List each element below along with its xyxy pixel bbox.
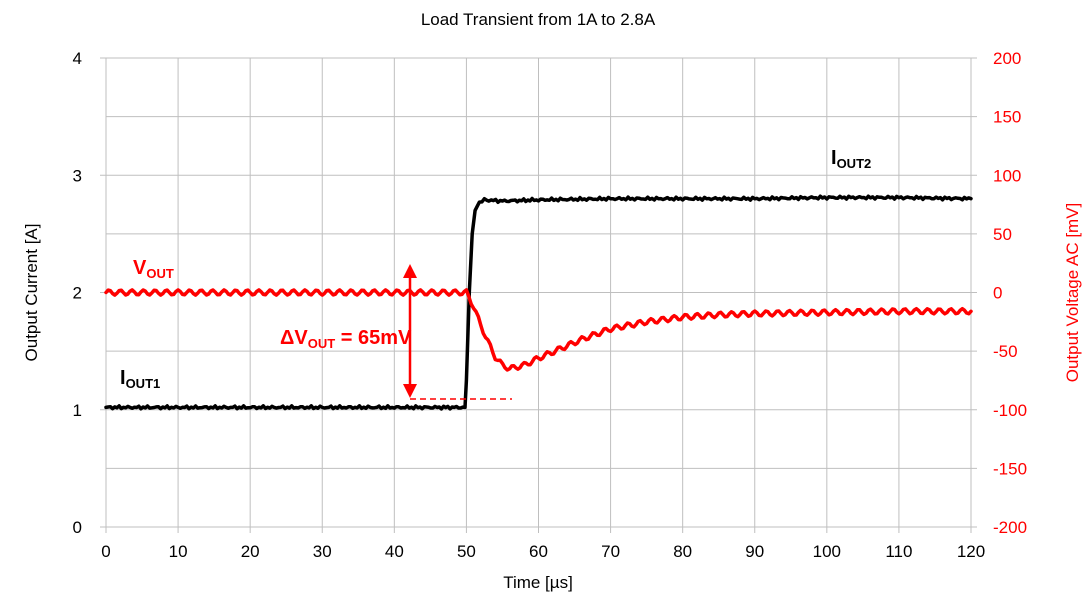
iout1-label: IOUT1 xyxy=(120,367,160,391)
x-tick-label: 120 xyxy=(957,542,985,561)
delta-arrow-head-down xyxy=(403,384,417,398)
iout2-label: IOUT2 xyxy=(831,147,871,171)
x-tick-label: 80 xyxy=(673,542,692,561)
x-tick-label: 60 xyxy=(529,542,548,561)
y2-tick-label: 50 xyxy=(993,225,1012,244)
vout-label: VOUT xyxy=(133,257,174,281)
x-tick-label: 40 xyxy=(385,542,404,561)
delta-arrow-head-up xyxy=(403,264,417,278)
y2-tick-label: -100 xyxy=(993,401,1027,420)
y2-tick-label: -150 xyxy=(993,459,1027,478)
y2-tick-label: -200 xyxy=(993,518,1027,537)
y2-axis-label: Output Voltage AC [mV] xyxy=(1063,203,1082,383)
y-tick-label: 4 xyxy=(73,49,82,68)
x-tick-label: 20 xyxy=(241,542,260,561)
delta-vout-label: ΔVOUT = 65mV xyxy=(280,327,412,351)
y2-tick-label: 200 xyxy=(993,49,1021,68)
x-tick-label: 30 xyxy=(313,542,332,561)
y2-tick-label: 0 xyxy=(993,284,1002,303)
x-tick-label: 100 xyxy=(813,542,841,561)
series-group xyxy=(104,194,973,411)
chart-title: Load Transient from 1A to 2.8A xyxy=(421,10,656,29)
y-tick-label: 3 xyxy=(73,166,82,185)
y2-tick-label: -50 xyxy=(993,342,1018,361)
x-tick-label: 50 xyxy=(457,542,476,561)
series-line-iout xyxy=(104,194,973,411)
y-tick-label: 1 xyxy=(73,401,82,420)
y-axis-label: Output Current [A] xyxy=(22,224,41,362)
tick-labels: 0 10 20 30 40 50 60 70 80 90 100 110 120-200-150-100… xyxy=(73,49,1028,561)
x-tick-label: 0 xyxy=(101,542,110,561)
x-tick-label: 110 xyxy=(885,542,912,561)
x-tick-label: 10 xyxy=(169,542,188,561)
y-tick-label: 2 xyxy=(73,284,82,303)
x-axis-label: Time [µs] xyxy=(503,573,573,592)
series-line-vout xyxy=(104,288,973,372)
y-tick-label: 0 xyxy=(73,518,82,537)
y2-tick-label: 100 xyxy=(993,166,1021,185)
y2-tick-label: 150 xyxy=(993,108,1021,127)
x-tick-label: 90 xyxy=(745,542,764,561)
x-tick-label: 70 xyxy=(601,542,620,561)
